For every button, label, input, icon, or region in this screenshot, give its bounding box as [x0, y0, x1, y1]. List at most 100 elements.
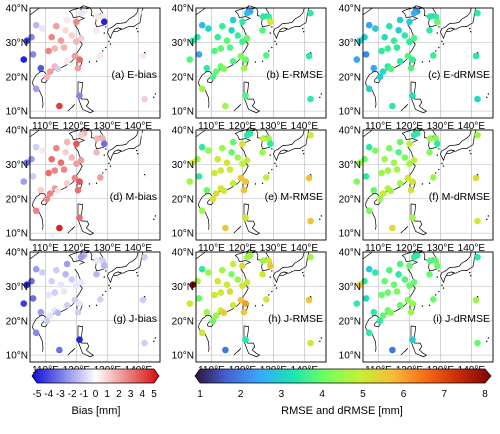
station-marker [93, 13, 101, 20]
island [320, 93, 323, 95]
station-marker [426, 271, 433, 278]
station-marker [68, 32, 76, 39]
station-marker [381, 277, 389, 285]
station-marker [404, 52, 412, 60]
island [153, 218, 155, 221]
station-marker [365, 143, 373, 151]
station-marker [407, 64, 415, 72]
station-marker [386, 266, 393, 274]
station-marker [430, 174, 437, 181]
lat-tick-label: 40°N [172, 4, 194, 15]
station-marker [223, 159, 231, 166]
station-marker [406, 282, 413, 290]
station-marker [101, 18, 108, 26]
map-frame [195, 129, 327, 241]
coastline [440, 129, 472, 155]
station-marker [259, 271, 266, 278]
station-marker [54, 309, 62, 317]
coastline [107, 7, 144, 40]
station-marker [406, 160, 413, 167]
island [137, 275, 139, 277]
station-marker [48, 277, 55, 285]
station-marker [76, 336, 83, 344]
station-marker [195, 295, 203, 302]
coastline [77, 325, 95, 358]
lon-tick-label: 140°E [291, 121, 319, 132]
station-marker [265, 13, 273, 20]
lon-tick-label: 120°E [63, 243, 91, 254]
station-marker [71, 296, 79, 304]
station-marker [198, 207, 206, 215]
island [438, 270, 440, 272]
lat-tick-label: 30°N [6, 38, 28, 49]
coastline [243, 81, 261, 114]
station-marker [99, 13, 106, 20]
map-frame [362, 7, 494, 119]
station-marker [381, 155, 389, 163]
island [254, 305, 257, 307]
station-marker [259, 27, 266, 34]
lat-tick-label: 20°N [6, 194, 28, 205]
station-marker [387, 309, 395, 317]
station-marker [365, 265, 373, 273]
coastline [273, 251, 305, 277]
station-marker [62, 27, 69, 34]
station-marker [73, 262, 80, 270]
station-marker [267, 140, 274, 148]
lat-tick-label: 30°N [339, 38, 361, 49]
island [442, 287, 445, 289]
island [269, 154, 271, 156]
station-marker [379, 190, 387, 197]
station-marker [406, 38, 413, 45]
station-marker [43, 73, 51, 81]
station-marker [214, 155, 221, 163]
station-marker [307, 9, 314, 17]
island [271, 270, 273, 272]
station-marker [219, 22, 226, 30]
island [469, 149, 471, 152]
map-background [30, 130, 160, 240]
station-marker [263, 296, 270, 303]
island [109, 165, 112, 167]
station-marker [474, 217, 481, 225]
station-marker [212, 312, 220, 319]
island [320, 337, 323, 339]
coastline [233, 104, 242, 112]
station-marker [432, 257, 440, 264]
station-marker [365, 85, 373, 93]
station-marker [57, 281, 65, 289]
station-marker [376, 73, 384, 81]
station-marker [209, 195, 217, 203]
station-marker [307, 217, 314, 225]
station-marker [198, 329, 206, 337]
station-marker [379, 312, 387, 319]
station-marker [37, 308, 45, 316]
island [88, 305, 91, 307]
bias-colorbar-label: Bias [mm] [72, 405, 121, 417]
island [269, 32, 271, 34]
island [108, 284, 110, 287]
coastline [67, 348, 76, 356]
station-marker [372, 147, 379, 154]
station-marker [307, 95, 314, 103]
station-marker [362, 51, 370, 58]
island [487, 337, 490, 339]
lat-tick-label: 40°N [339, 4, 361, 15]
station-marker [307, 339, 314, 347]
station-marker [195, 51, 203, 58]
station-marker [410, 253, 418, 261]
lon-tick-label: 140°E [125, 243, 153, 254]
lon-tick-label: 110°E [365, 121, 392, 132]
coastline [440, 251, 472, 277]
island [154, 93, 157, 95]
station-marker [356, 37, 364, 44]
station-marker [54, 187, 62, 195]
station-marker [93, 135, 101, 142]
station-marker [409, 92, 416, 99]
island [153, 340, 155, 343]
island [302, 27, 304, 30]
lat-tick-label: 40°N [339, 248, 361, 259]
station-marker [214, 277, 221, 285]
station-marker [77, 157, 85, 164]
station-marker [93, 27, 100, 34]
